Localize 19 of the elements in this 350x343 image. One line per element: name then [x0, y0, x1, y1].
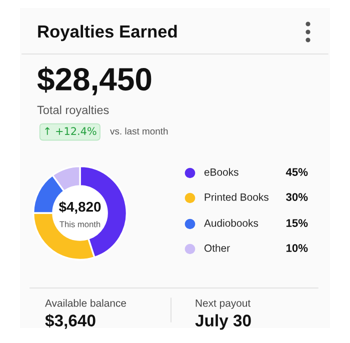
- data-label: 10%: [286, 244, 308, 252]
- text: Available balance: [45, 299, 126, 307]
- data-label: 15%: [286, 219, 308, 227]
- legend-label: Audiobooks: [204, 219, 258, 227]
- legend-label: Printed Books: [204, 193, 268, 201]
- data-label: 30%: [286, 193, 308, 201]
- data-label: 45%: [286, 168, 308, 176]
- text: $3,640: [45, 314, 96, 329]
- text: July 30: [195, 314, 251, 330]
- text: Next payout: [196, 300, 251, 309]
- chart-title: Royalties Earned: [38, 24, 177, 42]
- legend-label: eBooks: [204, 168, 238, 176]
- text: vs. last month: [110, 128, 168, 135]
- text: $4,820: [58, 201, 101, 214]
- legend-label: Other: [204, 244, 230, 252]
- text: $28,450: [37, 66, 152, 96]
- text: This month: [60, 221, 100, 228]
- text: Total royalties: [37, 106, 109, 116]
- text: ↑ +12.4%: [45, 127, 96, 136]
